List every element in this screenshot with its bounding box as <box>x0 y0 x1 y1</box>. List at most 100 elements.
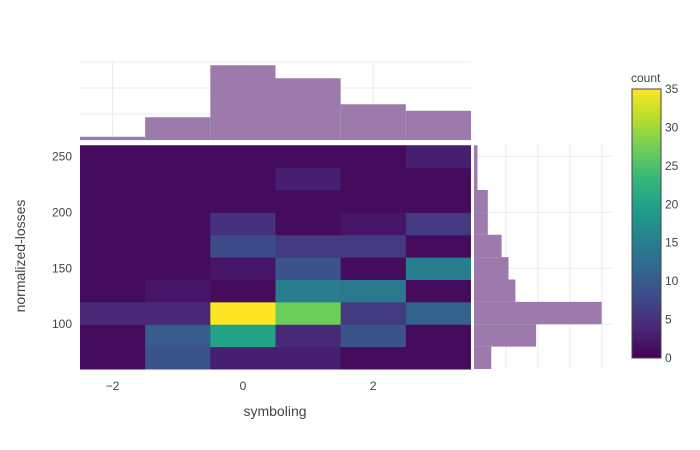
y-tick-label: 100 <box>52 317 72 331</box>
colorbar-tick-label: 10 <box>665 274 679 288</box>
heatmap-cell <box>80 301 146 325</box>
colorbar-tick-label: 15 <box>665 236 679 250</box>
heatmap-cell <box>405 324 472 348</box>
heatmap-cell <box>145 301 211 325</box>
heatmap-cell <box>275 346 342 370</box>
heatmap-cell <box>340 234 407 258</box>
heatmap-cell <box>210 346 276 370</box>
heatmap-cell <box>80 257 146 280</box>
marginal-x-bar <box>80 136 146 140</box>
heatmap-cell <box>210 167 276 191</box>
heatmap-cell <box>275 301 342 325</box>
colorbar-tick-label: 0 <box>665 351 672 365</box>
marginal-x-bar <box>405 110 471 140</box>
y-tick-label: 250 <box>52 149 72 163</box>
y-tick-label: 200 <box>52 205 72 219</box>
marginal-y-bar <box>474 234 502 258</box>
heatmap-cell <box>145 145 211 169</box>
heatmap-cell <box>210 324 276 348</box>
y-axis-title: normalized-losses <box>12 200 28 313</box>
heatmap-cell <box>405 257 472 280</box>
heatmap-cell <box>145 279 211 303</box>
heatmap-cells <box>80 141 473 370</box>
heatmap-cell <box>275 257 342 280</box>
marginal-y-bar <box>474 189 488 213</box>
heatmap-cell <box>405 279 472 303</box>
heatmap-cell <box>275 324 342 348</box>
heatmap-cell <box>405 167 472 191</box>
x-tick-label: −2 <box>106 379 120 393</box>
heatmap-cell <box>210 234 276 258</box>
x-tick-label: 2 <box>370 379 377 393</box>
heatmap-cell <box>80 279 146 303</box>
marginal-x-bar <box>275 78 341 140</box>
colorbar-tick-label: 35 <box>665 82 679 96</box>
heatmap-cell <box>145 167 211 191</box>
heatmap-cell <box>145 189 211 213</box>
marginal-y-bar <box>474 301 602 325</box>
heatmap-cell <box>80 212 146 236</box>
heatmap-cell <box>340 257 407 280</box>
marginal-x-bar <box>145 117 211 140</box>
heatmap-cell <box>340 301 407 325</box>
heatmap-cell <box>210 189 276 213</box>
x-tick-label: 0 <box>240 379 247 393</box>
heatmap-cell <box>145 234 211 258</box>
marginal-x-bar <box>340 104 406 140</box>
heatmap-cell <box>210 212 276 236</box>
heatmap-cell <box>145 324 211 348</box>
heatmap-cell <box>405 145 472 169</box>
heatmap-cell <box>340 346 407 370</box>
heatmap-cell <box>405 212 472 236</box>
heatmap-cell <box>210 257 276 280</box>
heatmap-cell <box>405 189 472 213</box>
heatmap-cell <box>80 234 146 258</box>
colorbar-gradient <box>631 88 662 359</box>
heatmap-cell <box>210 279 276 303</box>
heatmap-cell <box>210 145 276 169</box>
heatmap-cell <box>340 212 407 236</box>
heatmap-cell <box>145 212 211 236</box>
heatmap-cell <box>80 145 146 169</box>
axes: −2 0 2 100 150 200 250 <box>52 149 377 393</box>
marginal-x-histogram <box>80 65 471 140</box>
heatmap-cell <box>80 346 146 370</box>
marginal-y-bar <box>474 145 478 168</box>
heatmap-cell <box>275 189 342 213</box>
colorbar-tick-label: 30 <box>665 120 679 134</box>
heatmap-cell <box>340 279 407 303</box>
marginal-y-bar <box>474 167 478 190</box>
marginal-y-bar <box>474 324 537 347</box>
heatmap-cell <box>405 301 472 325</box>
heatmap-cell <box>340 189 407 213</box>
heatmap-cell <box>275 212 342 236</box>
heatmap-cell <box>340 167 407 191</box>
heatmap-cell <box>275 234 342 258</box>
heatmap-cell <box>145 257 211 280</box>
heatmap-cell <box>340 324 407 348</box>
heatmap-cell <box>275 167 342 191</box>
heatmap-cell <box>340 145 407 169</box>
marginal-y-bar <box>474 346 492 369</box>
heatmap-cell <box>275 145 342 169</box>
marginal-y-bar <box>474 257 509 280</box>
marginal-y-bar <box>474 212 488 235</box>
colorbar: 0 5 10 15 20 25 30 35 <box>631 82 679 365</box>
heatmap-cell <box>80 324 146 348</box>
heatmap-cell <box>405 234 472 258</box>
heatmap-cell <box>210 301 276 325</box>
marginal-x-bar <box>210 65 276 140</box>
heatmap-cell <box>80 189 146 213</box>
x-axis-title: symboling <box>243 403 306 419</box>
colorbar-tick-label: 5 <box>665 313 672 327</box>
y-tick-label: 150 <box>52 261 72 275</box>
colorbar-tick-label: 20 <box>665 197 679 211</box>
heatmap-cell <box>145 346 211 370</box>
marginal-y-bar <box>474 279 516 302</box>
heatmap-cell <box>80 167 146 191</box>
heatmap-cell <box>405 346 472 370</box>
marginal-y-histogram <box>474 145 602 369</box>
heatmap-cell <box>275 279 342 303</box>
colorbar-tick-label: 25 <box>665 159 679 173</box>
